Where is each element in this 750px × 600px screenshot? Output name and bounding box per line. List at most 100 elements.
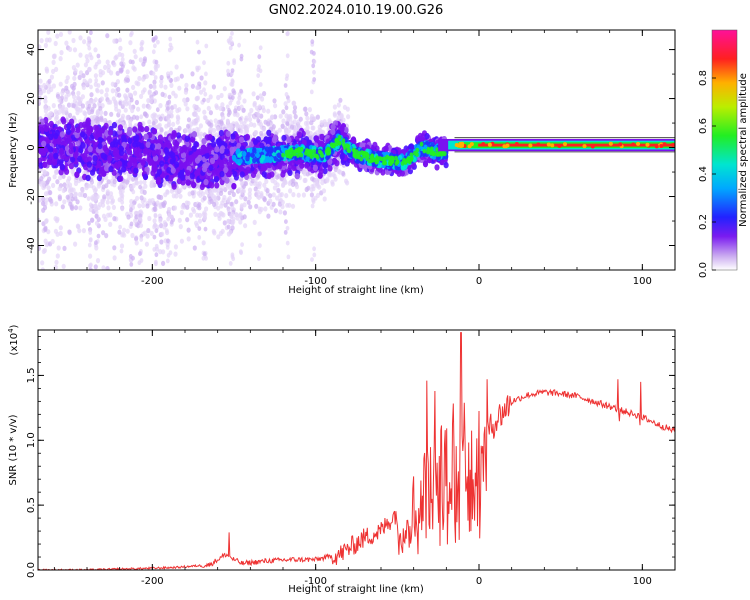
spectrogram-cell [110,199,115,205]
spectrogram-cell [60,90,65,96]
spectrogram-cell [131,84,136,90]
spectrogram-cell [219,190,224,196]
spectrogram-cell [196,127,201,132]
spectrogram-cell [284,105,289,111]
spectrogram-cell [285,203,289,208]
spectrogram-cell [44,37,50,43]
spectrogram-cell [67,182,73,188]
spectrogram-cell [197,202,202,207]
spectrogram-cell [151,36,156,42]
spectrogram-cell [61,173,66,179]
spectrogram-cell [106,63,111,70]
spectrogram-cell [72,94,77,100]
spectrogram-cell [176,188,181,195]
spectrogram-cell [89,262,93,268]
spectrogram-cell [50,238,55,245]
spectrogram-cell [197,226,202,232]
spectrogram-cell [286,116,291,122]
spectrogram-cell [160,231,165,237]
spectrogram-cell [58,31,64,37]
spectrogram-cell [262,182,267,188]
spectrogram-cell [265,188,270,194]
spectrogram-cell [75,140,81,147]
spectrogram-cell [272,185,277,191]
spectrogram-cell [182,161,188,169]
spectrogram-cell [152,79,157,85]
spectrogram-cell [73,205,79,211]
spectrogram-cell [257,104,262,110]
spectrogram-cell [69,187,74,193]
spectrogram-cell [74,131,80,139]
spectrogram-cell [82,110,87,116]
spectrogram-cell [98,105,103,112]
spectrogram-cell [203,115,208,121]
spectrogram-cell [75,199,80,205]
spectrogram-cell [105,199,110,205]
spectrogram-cell [268,198,273,204]
spectrogram-cell [149,180,154,186]
spectrogram-cell [134,240,139,246]
spectrogram-cell [305,129,310,135]
spectrogram-cell [147,215,152,222]
spectrogram-cell [38,90,44,96]
spectrogram-cell [58,81,63,87]
spectrogram-cell [204,43,209,49]
spectrogram-cell [256,189,260,195]
spectrogram-cell [132,66,137,72]
spectrogram-cell [332,158,338,165]
spectrogram-cell [229,125,234,131]
spectrogram-cell [309,116,314,121]
spectrogram-cell [213,118,218,124]
spectrogram-cell [54,201,59,207]
spectrogram-cell [96,53,101,59]
spectrogram-cell [213,196,218,202]
spectrogram-cell [218,105,223,111]
spectrogram-cell [134,80,139,86]
spectrogram-cell [179,73,184,79]
spectrogram-cell [312,69,316,75]
spectrogram-cell [249,107,254,114]
spectrogram-cell [230,252,235,258]
spectrogram-cell [54,114,60,120]
spectrogram-heatmap [38,30,675,270]
spectrogram-cell [282,210,287,216]
spectrogram-cell [66,137,73,144]
spectrogram-cell [158,103,163,109]
spectrogram-cell [120,196,124,202]
spectrogram-cell [125,77,130,83]
spectrogram-cell [305,115,310,121]
spectrogram-cell [163,84,168,90]
spectrogram-cell [106,205,111,211]
spectrogram-cell [168,42,173,48]
spectrogram-cell [279,192,284,198]
spectrogram-cell [119,248,124,254]
spectrogram-cell [179,238,184,244]
spectrogram-cell [113,100,118,106]
spectrogram-cell [284,92,289,97]
spectrogram-cell [125,114,130,121]
spectrogram-cell [68,46,73,53]
spectrogram-cell [314,177,319,183]
spectrogram-cell [129,262,134,267]
spectrogram-cell [171,193,176,199]
spectrogram-cell [71,103,76,109]
spectrogram-cell [53,264,58,270]
spectrogram-cell [81,228,86,234]
spectrogram-cell [153,213,158,219]
spectrogram-cell [258,243,262,249]
spectrogram-cell [88,78,93,84]
spectrogram-cell [232,90,237,96]
spectrogram-cell [62,245,67,251]
spectrogram-cell [174,64,179,70]
spectrogram-cell [120,206,125,212]
spectrogram-cell [62,199,67,205]
spectrogram-cell [40,200,46,206]
spectrogram-cell [244,115,249,121]
spectrogram-cell [105,59,110,65]
spectrogram-cell [112,216,117,222]
spectrogram-cell [319,133,325,141]
spectrogram-cell [133,54,138,60]
spectrogram-cell [105,189,110,195]
spectrogram-cell [310,203,315,209]
spectrogram-cell [108,221,113,227]
